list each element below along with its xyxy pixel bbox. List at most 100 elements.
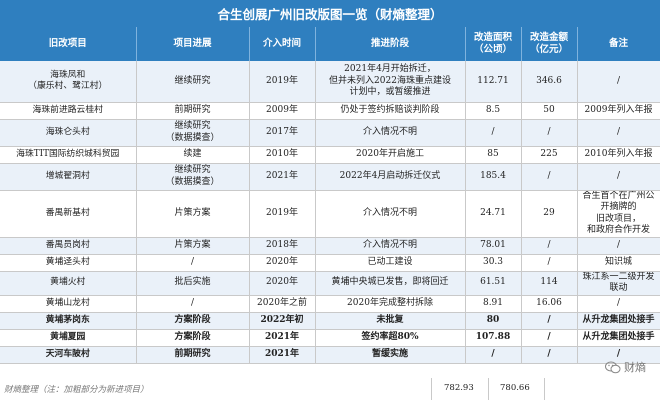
cell-project: 黄埔火村 — [0, 271, 137, 296]
cell-time: 2019年 — [249, 190, 316, 238]
cell-area: 78.01 — [465, 237, 522, 255]
cell-amount: / — [521, 119, 578, 147]
cell-project: 海珠凤和 （康乐村、鹭江村） — [0, 61, 137, 103]
cell-time: 2020年之前 — [249, 295, 316, 313]
watermark: 财熵 — [605, 359, 646, 375]
col-header-time: 介入时间 — [249, 27, 316, 61]
total-amount: 780.66 — [500, 383, 530, 393]
table-row: 天河车陂村 前期研究 2021年 暂缓实施 / / / — [0, 346, 660, 364]
cell-time: 2017年 — [249, 119, 316, 147]
cell-area: / — [465, 119, 522, 147]
table-row: 黄埔火村 批后实施 2020年 黄埔中央城已发售，即将回迁 61.51 114 珠江系一二级… — [0, 271, 660, 296]
cell-stage: 未批复 — [315, 312, 466, 330]
col-header-note: 备注 — [577, 27, 660, 61]
col-header-area: 改造面积 （公顷） — [465, 27, 522, 61]
cell-note: 从升龙集团处接手 — [577, 312, 660, 330]
cell-note: / — [577, 163, 660, 191]
cell-progress: 片策方案 — [136, 190, 250, 238]
cell-area: 61.51 — [465, 271, 522, 296]
table-row: 增城翟洞村 继续研究 （数据摸查） 2021年 2022年4月启动拆迁仪式 185.4/… — [0, 163, 660, 191]
cell-note: / — [577, 61, 660, 103]
cell-amount: 225 — [521, 146, 578, 164]
cell-time: 2018年 — [249, 237, 316, 255]
cell-amount: / — [521, 346, 578, 364]
table-title: 合生创展广州旧改版图一览（财熵整理） — [0, 0, 660, 27]
cell-stage: 介入情况不明 — [315, 119, 466, 147]
total-area: 782.93 — [444, 383, 474, 393]
cell-project: 番禺新基村 — [0, 190, 137, 238]
cell-area: 112.71 — [465, 61, 522, 103]
table-row: 海珠前进路云桂村 前期研究 2009年 仍处于签约拆赔谈判阶段 8.5 50 2009年列入… — [0, 102, 660, 120]
cell-time: 2022年初 — [249, 312, 316, 330]
table-row: 海珠TIT国际纺织城科贸园 续建 2010年 2020年开启施工 85 225 2010年列… — [0, 146, 660, 164]
col-header-stage: 推进阶段 — [315, 27, 466, 61]
cell-project: 海珠仑头村 — [0, 119, 137, 147]
header-row: 旧改项目 项目进展 介入时间 推进阶段 改造面积 （公顷） 改造金额 （亿元） … — [0, 27, 660, 61]
cell-progress: / — [136, 295, 250, 313]
cell-time: 2020年 — [249, 271, 316, 296]
cell-project: 增城翟洞村 — [0, 163, 137, 191]
cell-stage: 签约率超80% — [315, 329, 466, 347]
cell-amount: / — [521, 254, 578, 272]
cell-note: 2010年列入年报 — [577, 146, 660, 164]
cell-stage: 2020年开启施工 — [315, 146, 466, 164]
cell-time: 2009年 — [249, 102, 316, 120]
cell-note: / — [577, 119, 660, 147]
cell-amount: / — [521, 329, 578, 347]
cell-note: / — [577, 237, 660, 255]
cell-project: 海珠前进路云桂村 — [0, 102, 137, 120]
table-row: 黄埔茅岗东 方案阶段 2022年初 未批复 80/从升龙集团处接手 — [0, 312, 660, 330]
table-footer: 财熵整理（注：加粗部分为新进项目） 782.93 780.66 — [0, 378, 660, 400]
cell-progress: 片策方案 — [136, 237, 250, 255]
col-header-progress: 项目进展 — [136, 27, 250, 61]
col-header-project: 旧改项目 — [0, 27, 137, 61]
cell-progress: 批后实施 — [136, 271, 250, 296]
cell-progress: 继续研究 （数据摸查） — [136, 119, 250, 147]
cell-amount: / — [521, 237, 578, 255]
cell-project: 番禺员岗村 — [0, 237, 137, 255]
cell-amount: 16.06 — [521, 295, 578, 313]
cell-progress: 前期研究 — [136, 346, 250, 364]
table-row: 番禺新基村 片策方案 2019年 介入情况不明 24.71 29 合生首个在广州公开摘牌的 … — [0, 190, 660, 238]
cell-time: 2020年 — [249, 254, 316, 272]
source-note: 财熵整理（注：加粗部分为新进项目） — [4, 385, 149, 395]
cell-stage: 仍处于签约拆赔谈判阶段 — [315, 102, 466, 120]
cell-note: 珠江系一二级开发联动 — [577, 271, 660, 296]
cell-area: 107.88 — [465, 329, 522, 347]
cell-amount: 346.6 — [521, 61, 578, 103]
cell-stage: 介入情况不明 — [315, 190, 466, 238]
cell-project: 海珠TIT国际纺织城科贸园 — [0, 146, 137, 164]
table-row: 黄埔山龙村/2020年之前 2020年完成整村拆除 8.91 16.06/ — [0, 295, 660, 313]
cell-area: 185.4 — [465, 163, 522, 191]
cell-progress: 方案阶段 — [136, 312, 250, 330]
cell-time: 2021年 — [249, 329, 316, 347]
cell-stage: 暂缓实施 — [315, 346, 466, 364]
cell-project: 黄埔山龙村 — [0, 295, 137, 313]
cell-stage: 黄埔中央城已发售，即将回迁 — [315, 271, 466, 296]
cell-amount: / — [521, 163, 578, 191]
table-row: 黄埔迳头村/2020年 已动工建设 30.3/知识城 — [0, 254, 660, 272]
table-row: 番禺员岗村 片策方案 2018年 介入情况不明 78.01// — [0, 237, 660, 255]
cell-note: 2009年列入年报 — [577, 102, 660, 120]
cell-amount: 114 — [521, 271, 578, 296]
cell-area: 30.3 — [465, 254, 522, 272]
cell-amount: / — [521, 312, 578, 330]
cell-note: 合生首个在广州公开摘牌的 旧改项目， 和政府合作开发 — [577, 190, 660, 238]
table-row: 海珠仑头村 继续研究 （数据摸查） 2017年 介入情况不明 / / / — [0, 119, 660, 147]
cell-stage: 2021年4月开始拆迁， 但并未列入2022海珠重点建设 计划中，或暂缓推进 — [315, 61, 466, 103]
cell-progress: 继续研究 （数据摸查） — [136, 163, 250, 191]
cell-time: 2019年 — [249, 61, 316, 103]
cell-area: / — [465, 346, 522, 364]
cell-area: 85 — [465, 146, 522, 164]
cell-time: 2010年 — [249, 146, 316, 164]
cell-area: 80 — [465, 312, 522, 330]
cell-progress: 前期研究 — [136, 102, 250, 120]
cell-amount: 29 — [521, 190, 578, 238]
table-row: 海珠凤和 （康乐村、鹭江村） 继续研究 2019年 2021年4月开始拆迁， 但并未列… — [0, 61, 660, 103]
cell-project: 黄埔茅岗东 — [0, 312, 137, 330]
cell-time: 2021年 — [249, 163, 316, 191]
cell-progress: 继续研究 — [136, 61, 250, 103]
col-header-amount: 改造金额 （亿元） — [521, 27, 578, 61]
cell-progress: / — [136, 254, 250, 272]
